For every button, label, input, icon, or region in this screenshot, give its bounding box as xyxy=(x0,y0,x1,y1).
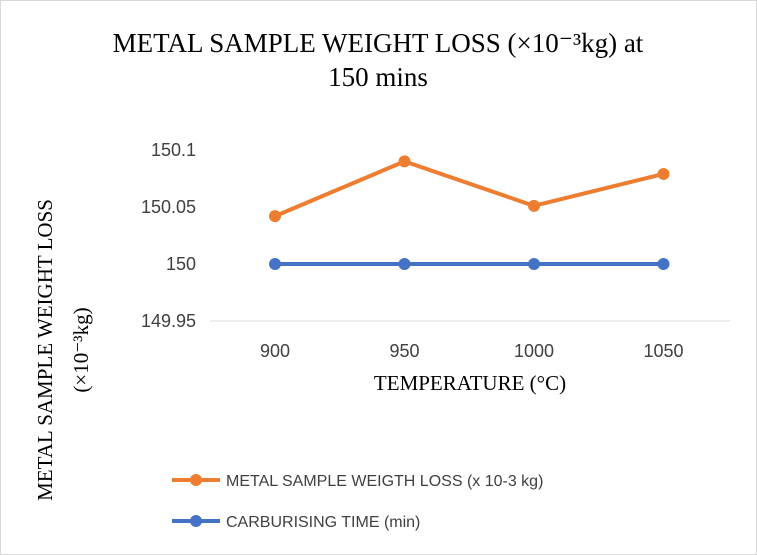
x-tick-label: 1050 xyxy=(643,341,683,361)
legend-label-carburising-time: CARBURISING TIME (min) xyxy=(226,514,420,531)
data-point-carburising-time[interactable] xyxy=(528,258,540,270)
legend: METAL SAMPLE WEIGTH LOSS (x 10-3 kg) CAR… xyxy=(172,473,543,531)
y-tick-label: 150 xyxy=(166,254,196,274)
chart-title-line-1: METAL SAMPLE WEIGHT LOSS (×10⁻³kg) at xyxy=(113,28,644,58)
data-point-weight-loss[interactable] xyxy=(269,210,281,223)
y-axis-title-line-1: METAL SAMPLE WEIGHT LOSS xyxy=(33,199,57,501)
x-tick-label: 900 xyxy=(260,341,290,361)
data-point-weight-loss[interactable] xyxy=(657,167,670,180)
x-tick-labels: 900 950 1000 1050 xyxy=(260,341,684,361)
data-point-weight-loss[interactable] xyxy=(398,155,411,168)
y-tick-labels: 149.95 150 150.05 150.1 xyxy=(141,140,196,331)
legend-item-weight-loss[interactable]: METAL SAMPLE WEIGTH LOSS (x 10-3 kg) xyxy=(172,473,543,490)
y-tick-label: 149.95 xyxy=(141,311,196,331)
data-point-carburising-time[interactable] xyxy=(657,258,670,270)
legend-item-carburising-time[interactable]: CARBURISING TIME (min) xyxy=(172,514,420,531)
data-point-carburising-time[interactable] xyxy=(398,258,411,270)
data-point-carburising-time[interactable] xyxy=(269,258,281,270)
series-line-weight-loss xyxy=(274,159,664,218)
chart-title-line-2: 150 mins xyxy=(328,62,428,92)
x-tick-label: 950 xyxy=(389,341,419,361)
legend-label-weight-loss: METAL SAMPLE WEIGTH LOSS (x 10-3 kg) xyxy=(226,473,543,490)
x-tick-label: 1000 xyxy=(514,341,554,361)
legend-marker-carburising-time xyxy=(190,515,202,527)
y-axis-title-line-2: (×10⁻³kg) xyxy=(69,307,93,392)
data-point-weight-loss[interactable] xyxy=(528,199,540,212)
series-group xyxy=(269,155,670,270)
y-tick-label: 150.1 xyxy=(151,140,196,160)
x-axis-title: TEMPERATURE (°C) xyxy=(374,371,566,395)
legend-marker-weight-loss xyxy=(190,474,202,486)
y-tick-label: 150.05 xyxy=(141,197,196,217)
